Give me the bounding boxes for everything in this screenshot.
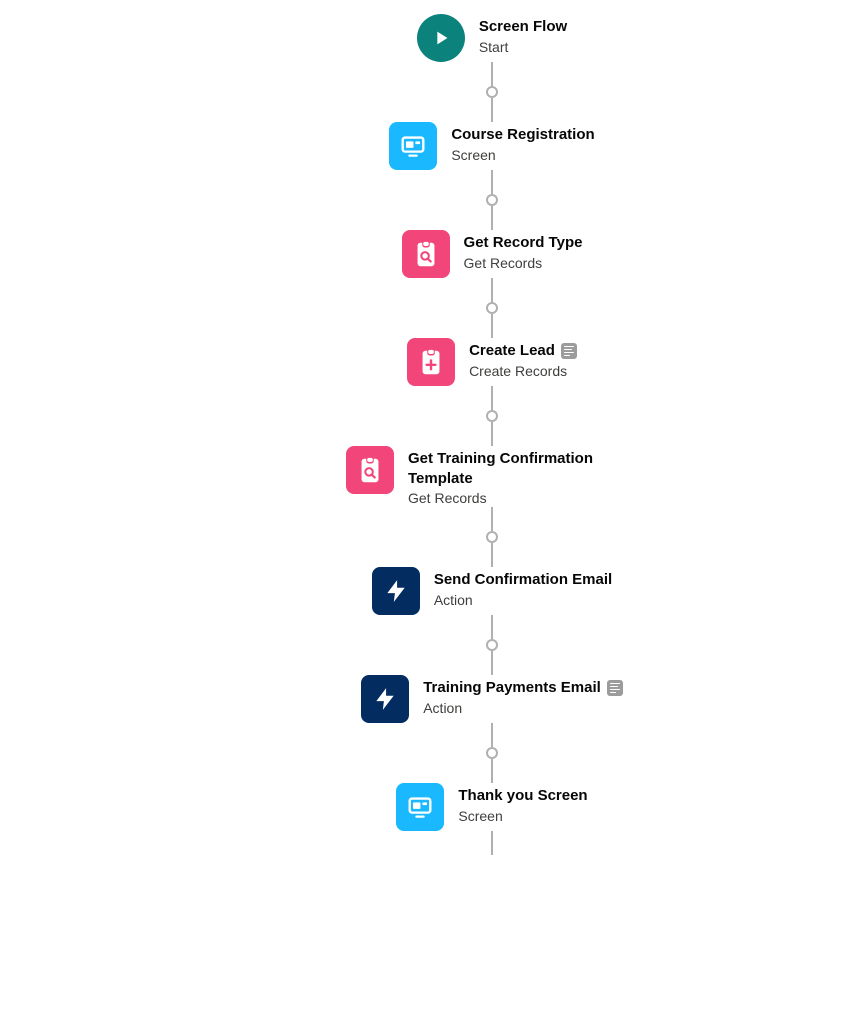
add-element-dot[interactable] <box>486 194 498 206</box>
node-labels: Send Confirmation EmailAction <box>434 567 612 609</box>
screen-icon <box>396 783 444 831</box>
flow-node[interactable]: Send Confirmation EmailAction <box>372 567 612 615</box>
node-title-text: Get Training Confirmation Template <box>408 449 638 488</box>
connector-line <box>491 62 493 86</box>
node-title: Get Record Type <box>464 233 583 253</box>
add-element-dot[interactable] <box>486 302 498 314</box>
add-element-dot[interactable] <box>486 410 498 422</box>
node-labels: Get Training Confirmation TemplateGet Re… <box>408 446 638 507</box>
node-labels: Screen FlowStart <box>479 14 567 56</box>
add-element-dot[interactable] <box>486 86 498 98</box>
node-labels: Training Payments EmailAction <box>423 675 623 717</box>
node-subtitle: Screen <box>451 146 594 164</box>
flow-node[interactable]: Get Record TypeGet Records <box>402 230 583 278</box>
node-labels: Create LeadCreate Records <box>469 338 577 380</box>
connector-line <box>491 314 493 338</box>
node-labels: Get Record TypeGet Records <box>464 230 583 272</box>
play-icon <box>417 14 465 62</box>
connector-line <box>491 98 493 122</box>
node-title: Send Confirmation Email <box>434 570 612 590</box>
connector-line <box>491 422 493 446</box>
record_create-icon <box>407 338 455 386</box>
connector-line <box>491 831 493 855</box>
screen-icon <box>389 122 437 170</box>
node-title-text: Thank you Screen <box>458 786 587 806</box>
node-title: Screen Flow <box>479 17 567 37</box>
connector-line <box>491 723 493 747</box>
connector-line <box>491 386 493 410</box>
connector-line <box>491 543 493 567</box>
flow-node[interactable]: Thank you ScreenScreen <box>396 783 587 831</box>
flow-column: Screen FlowStartCourse RegistrationScree… <box>346 14 638 855</box>
node-labels: Thank you ScreenScreen <box>458 783 587 825</box>
node-subtitle: Action <box>423 699 623 717</box>
connector-line <box>491 278 493 302</box>
node-title: Create Lead <box>469 341 577 361</box>
connector-line <box>491 170 493 194</box>
flow-canvas: Screen FlowStartCourse RegistrationScree… <box>0 0 846 1024</box>
node-title-text: Screen Flow <box>479 17 567 37</box>
node-subtitle: Get Records <box>408 489 638 507</box>
add-element-dot[interactable] <box>486 639 498 651</box>
node-labels: Course RegistrationScreen <box>451 122 594 164</box>
note-badge-icon <box>561 343 577 359</box>
note-badge-icon <box>607 680 623 696</box>
connector-line <box>491 206 493 230</box>
connector-line <box>491 615 493 639</box>
flow-node[interactable]: Screen FlowStart <box>417 14 567 62</box>
node-subtitle: Action <box>434 591 612 609</box>
node-subtitle: Start <box>479 38 567 56</box>
connector-line <box>491 507 493 531</box>
flow-node[interactable]: Training Payments EmailAction <box>361 675 623 723</box>
node-subtitle: Screen <box>458 807 587 825</box>
flow-node[interactable]: Get Training Confirmation TemplateGet Re… <box>346 446 638 507</box>
bolt-icon <box>361 675 409 723</box>
bolt-icon <box>372 567 420 615</box>
add-element-dot[interactable] <box>486 747 498 759</box>
node-title-text: Training Payments Email <box>423 678 601 698</box>
node-title-text: Get Record Type <box>464 233 583 253</box>
flow-node[interactable]: Course RegistrationScreen <box>389 122 594 170</box>
node-subtitle: Get Records <box>464 254 583 272</box>
node-title-text: Send Confirmation Email <box>434 570 612 590</box>
add-element-dot[interactable] <box>486 531 498 543</box>
node-title: Get Training Confirmation Template <box>408 449 638 488</box>
node-title-text: Create Lead <box>469 341 555 361</box>
record_search-icon <box>402 230 450 278</box>
node-title: Thank you Screen <box>458 786 587 806</box>
connector-line <box>491 759 493 783</box>
node-title-text: Course Registration <box>451 125 594 145</box>
flow-node[interactable]: Create LeadCreate Records <box>407 338 577 386</box>
node-subtitle: Create Records <box>469 362 577 380</box>
record_search-icon <box>346 446 394 494</box>
node-title: Course Registration <box>451 125 594 145</box>
connector-line <box>491 651 493 675</box>
node-title: Training Payments Email <box>423 678 623 698</box>
